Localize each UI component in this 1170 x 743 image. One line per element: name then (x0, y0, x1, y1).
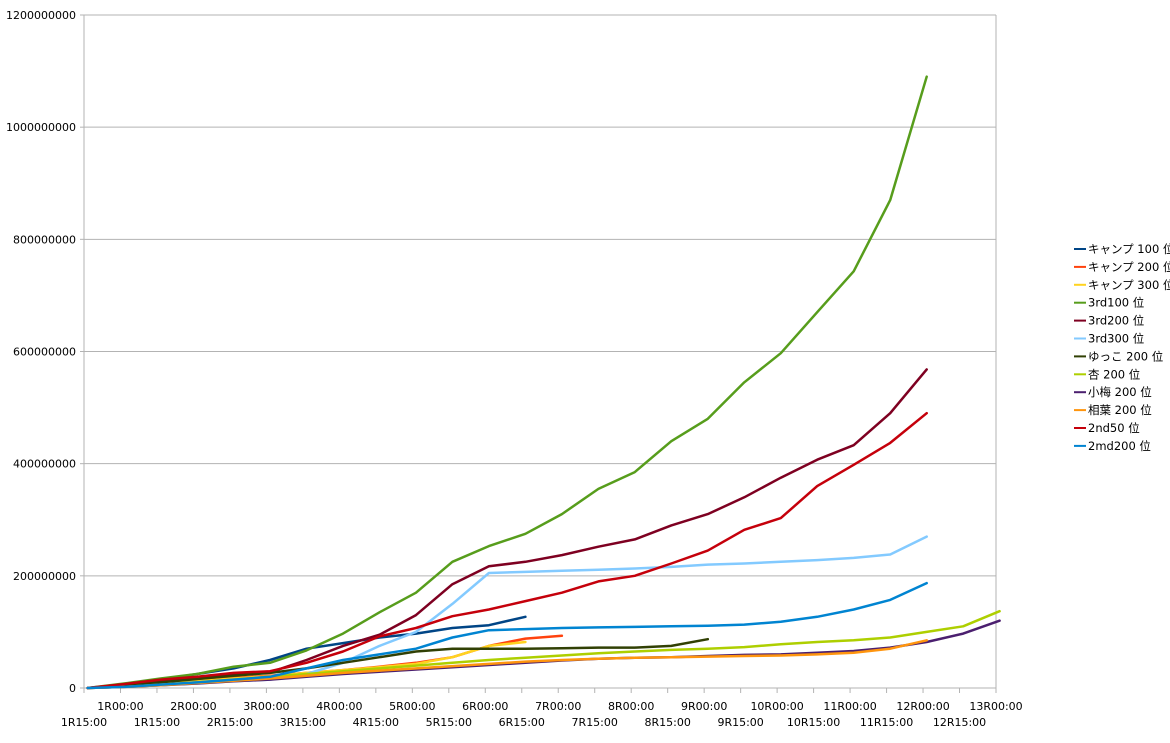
y-tick-label: 1200000000 (6, 9, 76, 22)
x-tick-label: 1R15:00 (134, 716, 180, 729)
x-tick-label: 11R00:00 (823, 700, 876, 713)
series-line (86, 581, 928, 690)
x-tick-label: 7R15:00 (572, 716, 618, 729)
y-tick-label: 400000000 (13, 458, 76, 471)
x-tick-label: 8R15:00 (645, 716, 691, 729)
x-tick-label: 4R00:00 (316, 700, 362, 713)
y-tick-label: 200000000 (13, 570, 76, 583)
legend-label: キャンプ 100 位 (1088, 242, 1170, 256)
y-tick-label: 1000000000 (6, 121, 76, 134)
legend-label: 2md200 位 (1088, 439, 1151, 453)
x-tick-label: 10R15:00 (787, 716, 840, 729)
legend-label: 3rd300 位 (1088, 332, 1144, 346)
y-tick-label: 600000000 (13, 346, 76, 359)
x-tick-label: 3R00:00 (243, 700, 289, 713)
legend-label: 小梅 200 位 (1088, 385, 1152, 399)
legend-label: 相葉 200 位 (1088, 403, 1152, 417)
legend-label: ゆっこ 200 位 (1088, 349, 1163, 363)
x-tick-label: 9R15:00 (717, 716, 763, 729)
series-line (86, 637, 710, 690)
legend-label: キャンプ 300 位 (1088, 278, 1170, 292)
x-tick-label: 5R15:00 (426, 716, 472, 729)
x-tick-labels: 1R00:00 2R00:00 3R00:00 4R00:00 5R00:00 6R00:… (61, 700, 1023, 729)
y-tick-labels: 0 200000000 400000000 600000000 800000000 100… (6, 9, 76, 695)
legend-label: 2nd50 位 (1088, 421, 1140, 435)
y-tick-label: 0 (69, 682, 76, 695)
series-line (86, 75, 928, 690)
x-tick-label: 13R00:00 (969, 700, 1022, 713)
x-tick-label: 4R15:00 (353, 716, 399, 729)
x-tick-label: 10R00:00 (750, 700, 803, 713)
x-tick-label: 5R00:00 (389, 700, 435, 713)
x-tick-label: 3R15:00 (280, 716, 326, 729)
x-tick-label: 12R15:00 (933, 716, 986, 729)
legend-label: 3rd100 位 (1088, 296, 1144, 310)
x-tick-label: 11R15:00 (860, 716, 913, 729)
x-tick-label: 6R15:00 (499, 716, 545, 729)
x-tick-label: 6R00:00 (462, 700, 508, 713)
series-line (86, 535, 928, 690)
x-tick-label: 1R15:00 (61, 716, 107, 729)
x-tick-label: 2R15:00 (207, 716, 253, 729)
x-tick-label: 1R00:00 (97, 700, 143, 713)
x-tick-label: 2R00:00 (170, 700, 216, 713)
axes (80, 14, 997, 693)
series-line (86, 411, 928, 690)
x-tick-label: 9R00:00 (681, 700, 727, 713)
series-lines (86, 75, 1001, 690)
legend-label: 杏 200 位 (1088, 367, 1140, 381)
x-tick-label: 8R00:00 (608, 700, 654, 713)
x-tick-label: 12R00:00 (896, 700, 949, 713)
legend-label: 3rd200 位 (1088, 314, 1144, 328)
x-tick-label: 7R00:00 (535, 700, 581, 713)
gridlines (84, 14, 996, 577)
y-tick-label: 800000000 (13, 233, 76, 246)
series-line (86, 368, 928, 690)
legend-label: キャンプ 200 位 (1088, 260, 1170, 274)
